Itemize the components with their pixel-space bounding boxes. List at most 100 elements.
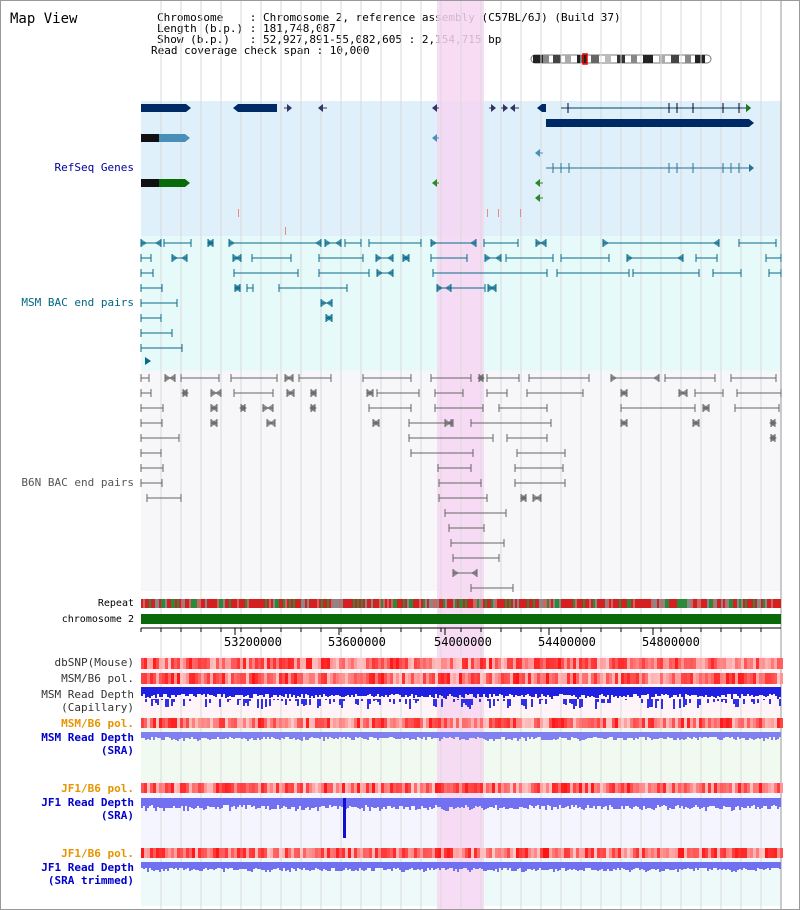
gene-exon[interactable] [238,104,277,112]
msm-cap-depth-bar [253,687,255,694]
strand-arrow[interactable] [186,104,191,112]
gene-exon[interactable] [141,179,185,187]
gene-exon[interactable] [141,104,186,112]
dbsnp-cell [501,658,504,669]
msm-sra-depth-bar [171,732,173,740]
repeat-element [549,599,551,608]
jf1-trim-depth-bar [199,862,201,871]
msm-sra-depth-bar [361,732,363,738]
jf1-trim-depth-bar [457,862,459,872]
dbsnp-cell [408,658,411,669]
jf1-trim-pol-cell [735,848,738,858]
jf1-sra-depth-bar [481,798,483,808]
msm-cap-depth-bar [683,699,685,707]
jf1-pol-cell [288,783,291,793]
msm-sra-pol-cell [489,718,492,728]
repeat-element [237,599,239,608]
jf1-pol-cell [177,783,180,793]
jf1-sra-depth-bar [279,798,281,809]
strand-arrow[interactable] [287,104,292,112]
strand-arrow[interactable] [491,104,496,112]
msm-cap-depth-bar [493,687,495,694]
msm-cap-depth-bar [617,687,619,698]
strand-arrow[interactable] [185,134,190,142]
msm-sra-depth-bar [197,732,199,741]
repeat-element [599,599,601,608]
strand-arrow[interactable] [510,104,515,112]
jf1-trim-pol-cell [720,848,723,858]
msm-cap-depth-bar [637,687,639,696]
jf1-trim-pol-cell [447,848,450,858]
msm-cap-depth-bar [377,699,379,702]
msm-cap-depth-bar [289,687,291,694]
dbsnp-cell [612,658,615,669]
jf1-pol-cell [264,783,267,793]
strand-arrow[interactable] [535,179,540,187]
jf1-trim-depth-bar [665,862,667,869]
strand-arrow[interactable] [535,194,540,202]
bac-end-arrow [335,239,341,247]
jf1-sra-depth-bar [209,798,211,807]
track-label-msm-bac[interactable]: MSM BAC end pairs [21,296,134,309]
repeat-element [731,599,733,608]
dbsnp-cell [597,658,600,669]
msm-cap-depth-bar [157,687,159,694]
jf1-pol-cell [549,783,552,793]
jf1-trim-pol-cell [177,848,180,858]
jf1-trim-pol-cell [708,848,711,858]
jf1-trim-depth-bar [145,862,147,868]
msm-pol-cell [747,673,750,684]
strand-arrow[interactable] [746,104,751,112]
dbsnp-cell [564,658,567,669]
repeat-element [151,599,153,608]
msm-sra-depth-bar [737,732,739,737]
jf1-sra-depth-bar [525,798,527,808]
msm-sra-depth-bar [397,732,399,739]
dbsnp-cell [387,658,390,669]
strand-arrow[interactable] [537,104,542,112]
msm-pol-cell [279,673,282,684]
track-label-refseq-genes[interactable]: RefSeq Genes [54,161,134,174]
msm-cap-depth-bar [141,687,143,696]
msm-sra-pol-cell [666,718,669,728]
dbsnp-cell [531,658,534,669]
gene-exon[interactable] [141,134,159,142]
strand-arrow[interactable] [432,104,437,112]
ideogram-position-marker[interactable] [582,53,588,65]
jf1-sra-depth-bar [779,798,781,807]
msm-sra-depth-bar [419,732,421,738]
repeat-element [243,599,245,608]
msm-pol-cell [312,673,315,684]
strand-arrow[interactable] [432,179,437,187]
strand-arrow[interactable] [535,149,540,157]
msm-sra-depth-bar [145,732,147,740]
strand-arrow[interactable] [432,134,437,142]
jf1-trim-pol-cell [555,848,558,858]
strand-arrow[interactable] [233,104,238,112]
gene-exon[interactable] [141,134,185,142]
strand-arrow[interactable] [749,119,754,127]
repeat-element [685,599,687,608]
jf1-sra-depth-bar [191,798,193,808]
msm-pol-cell [288,673,291,684]
strand-arrow[interactable] [318,104,323,112]
jf1-trim-pol-cell [282,848,285,858]
strand-arrow[interactable] [185,179,190,187]
gene-exon[interactable] [141,179,159,187]
jf1-pol-cell [561,783,564,793]
gene-exon[interactable] [542,104,546,112]
msm-sra-depth-bar [779,732,781,737]
msm-sra-pol-cell [396,718,399,728]
repeat-element [223,599,225,608]
gene-exon[interactable] [546,119,749,127]
jf1-trim-depth-bar [195,862,197,870]
chromosome-bar[interactable] [141,614,781,624]
strand-arrow[interactable] [749,164,754,172]
msm-cap-depth-bar [601,687,603,694]
msm-cap-depth-bar [301,699,303,704]
msm-cap-depth-bar [439,687,441,695]
strand-arrow[interactable] [503,104,508,112]
jf1-trim-pol-cell [705,848,708,858]
track-label-b6n-bac[interactable]: B6N BAC end pairs [21,476,134,489]
